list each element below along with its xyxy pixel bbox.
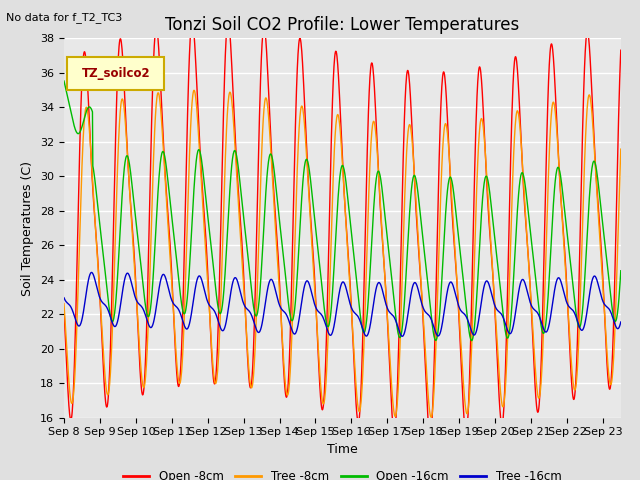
Open -8cm [482, 166, 490, 172]
Tree -16cm [221, 324, 229, 330]
Open -8cm [221, 71, 228, 77]
Tree -16cm [272, 288, 280, 294]
Tree -16cm [88, 270, 95, 276]
Open -16cm [160, 150, 168, 156]
Line: Open -8cm: Open -8cm [64, 21, 621, 435]
Tree -8cm [272, 227, 280, 232]
Open -8cm [224, 18, 232, 24]
Open -8cm [60, 307, 68, 312]
Text: TZ_soilco2: TZ_soilco2 [81, 67, 150, 80]
Tree -16cm [482, 278, 490, 284]
Tree -8cm [617, 146, 625, 152]
Tree -8cm [221, 164, 229, 170]
Tree -16cm [171, 302, 179, 308]
X-axis label: Time: Time [327, 443, 358, 456]
Line: Tree -8cm: Tree -8cm [64, 90, 621, 417]
FancyBboxPatch shape [67, 58, 164, 90]
Open -8cm [617, 48, 625, 53]
Open -16cm [221, 277, 228, 283]
Open -16cm [468, 338, 476, 344]
Open -8cm [160, 152, 168, 157]
Tree -16cm [60, 295, 68, 300]
Legend: Open -8cm, Tree -8cm, Open -16cm, Tree -16cm: Open -8cm, Tree -8cm, Open -16cm, Tree -… [118, 465, 566, 480]
Tree -16cm [161, 272, 168, 278]
Open -16cm [60, 78, 68, 84]
Line: Open -16cm: Open -16cm [64, 81, 621, 341]
Open -8cm [272, 214, 280, 220]
Line: Tree -16cm: Tree -16cm [64, 273, 621, 336]
Open -8cm [171, 329, 179, 335]
Tree -16cm [398, 334, 406, 339]
Open -8cm [544, 100, 552, 106]
Open -16cm [617, 268, 625, 274]
Open -16cm [482, 174, 490, 180]
Tree -8cm [60, 300, 68, 306]
Tree -8cm [427, 414, 435, 420]
Open -8cm [426, 432, 434, 438]
Tree -16cm [617, 319, 625, 325]
Tree -8cm [482, 161, 490, 167]
Tree -16cm [544, 327, 552, 333]
Open -16cm [171, 238, 179, 243]
Tree -8cm [160, 156, 168, 162]
Tree -8cm [190, 87, 198, 93]
Text: No data for f_T2_TC3: No data for f_T2_TC3 [6, 12, 123, 23]
Tree -8cm [171, 324, 179, 330]
Tree -8cm [544, 192, 552, 198]
Y-axis label: Soil Temperatures (C): Soil Temperatures (C) [22, 160, 35, 296]
Title: Tonzi Soil CO2 Profile: Lower Temperatures: Tonzi Soil CO2 Profile: Lower Temperatur… [165, 16, 520, 34]
Open -16cm [271, 177, 279, 182]
Open -16cm [543, 303, 551, 309]
